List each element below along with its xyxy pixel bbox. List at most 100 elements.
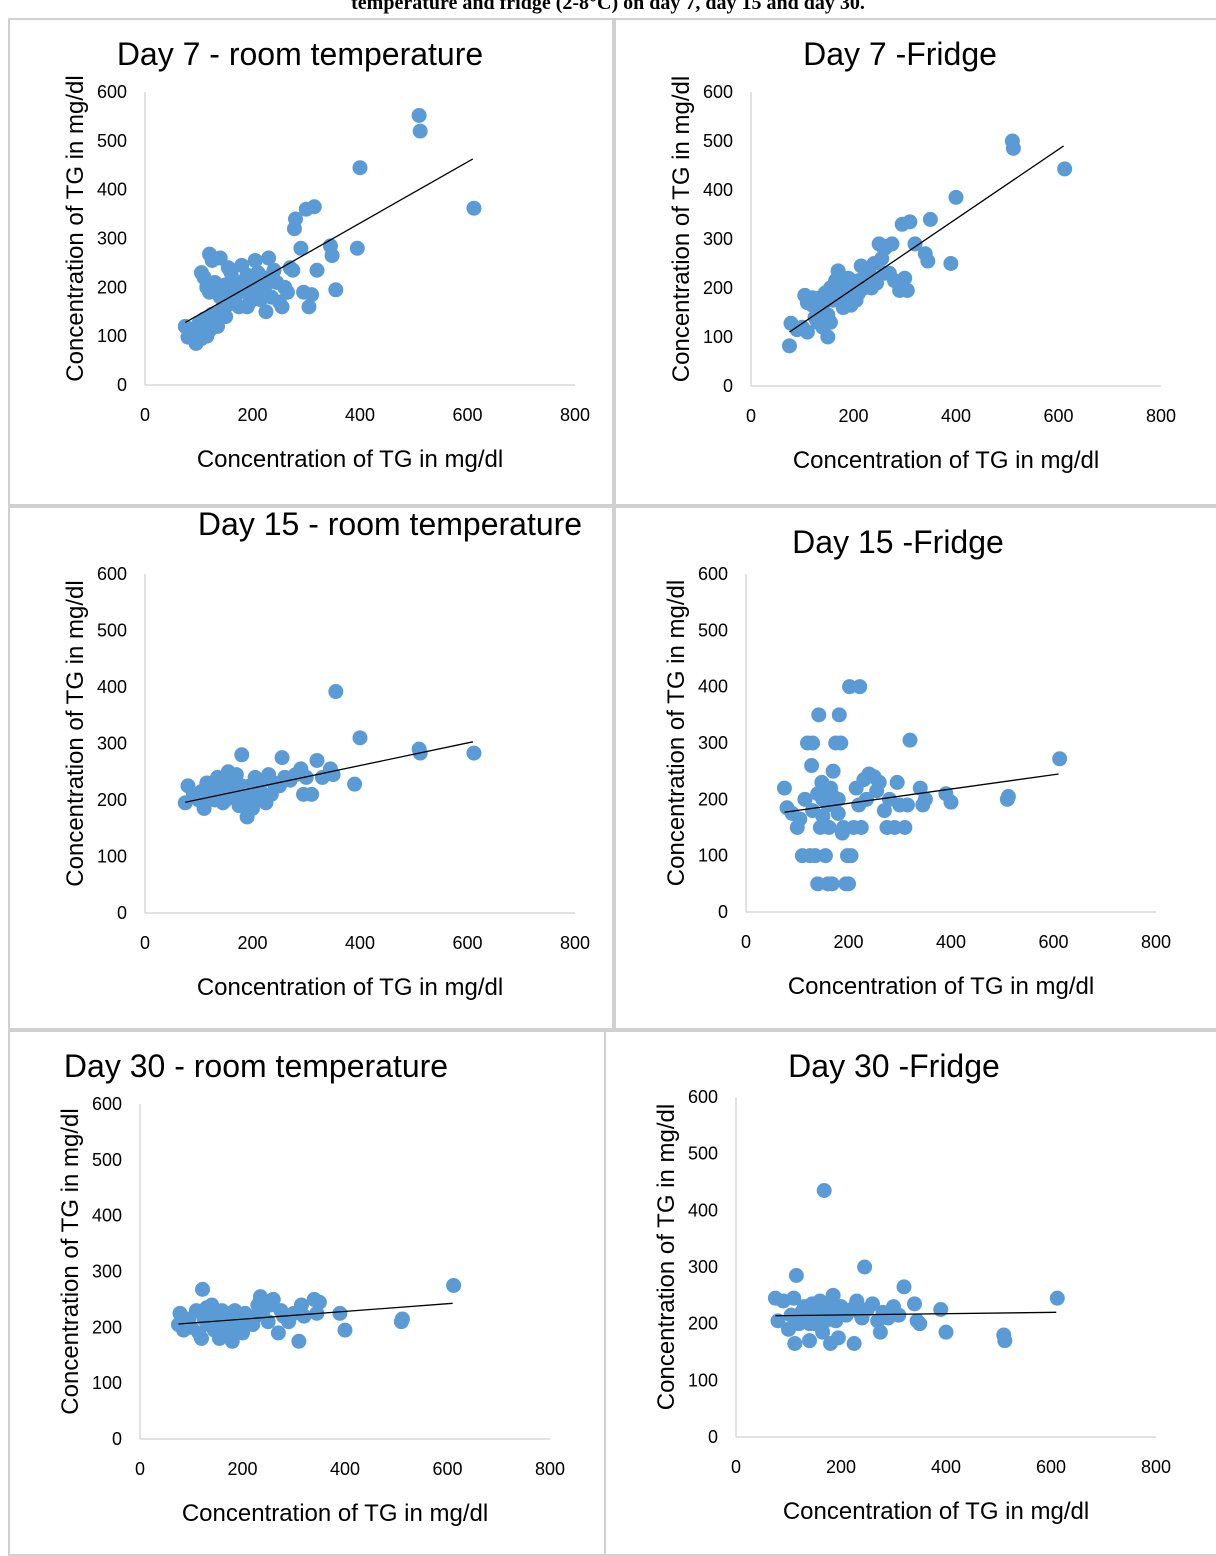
data-point — [328, 684, 344, 700]
data-point — [948, 189, 964, 205]
y-tick-label: 0 — [708, 1427, 718, 1447]
data-point — [1005, 140, 1021, 156]
y-tick-label: 0 — [117, 903, 127, 923]
y-tick-label: 300 — [698, 733, 728, 753]
y-tick-label: 300 — [688, 1257, 718, 1277]
y-tick-label: 200 — [97, 790, 127, 810]
y-tick-label: 200 — [97, 277, 127, 297]
data-point — [349, 240, 365, 256]
data-point — [840, 295, 856, 311]
data-point — [830, 791, 846, 807]
data-point — [304, 287, 320, 303]
y-tick-label: 600 — [703, 82, 733, 102]
x-tick-label: 400 — [345, 405, 375, 425]
data-point — [776, 780, 792, 796]
data-point — [912, 1316, 928, 1332]
y-tick-label: 400 — [97, 677, 127, 697]
data-point — [212, 778, 228, 794]
data-point — [786, 1290, 802, 1306]
data-point — [231, 299, 247, 315]
data-point — [846, 1336, 862, 1351]
data-point — [301, 299, 317, 315]
data-point — [229, 1305, 245, 1321]
data-point — [1000, 789, 1016, 805]
data-point — [288, 211, 303, 227]
data-point — [871, 774, 887, 790]
data-point — [865, 1296, 880, 1312]
data-point — [787, 1336, 803, 1351]
trendline — [789, 145, 1064, 333]
y-tick-label: 200 — [703, 278, 733, 298]
data-point — [896, 1279, 912, 1295]
data-point — [943, 256, 959, 271]
data-point — [306, 199, 322, 215]
data-point — [852, 679, 868, 695]
data-point — [274, 750, 290, 766]
x-tick-label: 600 — [1038, 932, 1068, 952]
data-point — [1052, 751, 1068, 767]
y-tick-label: 600 — [92, 1094, 122, 1114]
chart-title: Day 15 - room temperature — [198, 508, 582, 542]
data-point — [293, 240, 309, 256]
data-point — [296, 1308, 312, 1324]
y-tick-label: 100 — [97, 326, 127, 346]
chart-title: Day 15 -Fridge — [792, 524, 1004, 560]
y-axis-label: Concentration of TG in mg/dl — [668, 76, 695, 382]
x-tick-label: 800 — [560, 933, 590, 953]
data-point — [884, 236, 900, 252]
data-point — [792, 811, 808, 827]
x-tick-label: 600 — [1043, 406, 1073, 426]
y-tick-label: 100 — [688, 1370, 718, 1390]
data-point — [218, 792, 234, 808]
data-point — [907, 236, 923, 252]
data-point — [816, 1183, 832, 1198]
data-point — [788, 1268, 804, 1283]
y-tick-label: 200 — [688, 1314, 718, 1334]
data-point — [830, 1330, 846, 1346]
data-point — [394, 1311, 410, 1327]
x-tick-label: 200 — [838, 406, 868, 426]
x-tick-label: 0 — [140, 405, 150, 425]
x-tick-label: 600 — [432, 1459, 462, 1479]
y-tick-label: 500 — [688, 1144, 718, 1164]
data-point — [270, 1325, 286, 1341]
y-tick-label: 500 — [703, 131, 733, 151]
x-tick-label: 800 — [535, 1459, 565, 1479]
data-point — [309, 752, 325, 768]
y-tick-label: 300 — [703, 229, 733, 249]
chart-day7-room: Day 7 - room temperature 0 100 200 300 400 500… — [62, 36, 590, 473]
y-tick-label: 600 — [97, 82, 127, 102]
data-point — [830, 805, 846, 821]
x-axis-label: Concentration of TG in mg/dl — [788, 973, 1094, 1000]
x-tick-label: 200 — [833, 932, 863, 952]
chart-title: Day 30 - room temperature — [64, 1048, 448, 1084]
data-point — [824, 876, 840, 892]
chart-title: Day 30 -Fridge — [788, 1048, 1000, 1084]
y-tick-label: 400 — [703, 180, 733, 200]
x-tick-label: 800 — [1146, 406, 1176, 426]
data-point — [328, 282, 344, 298]
chart-panel-day15-room: Day 15 - room temperature 0 100 200 300 400 50… — [8, 506, 614, 1030]
data-point — [291, 1333, 307, 1349]
data-point — [907, 1296, 922, 1312]
data-point — [997, 1333, 1013, 1349]
data-point — [833, 735, 849, 751]
data-point — [843, 848, 859, 864]
data-point — [247, 252, 263, 268]
data-point — [218, 309, 234, 325]
chart-panel-day7-fridge: Day 7 -Fridge 0 100 200 300 400 500 600 0 200 400 6… — [614, 18, 1216, 506]
data-point — [466, 745, 482, 761]
chart-day30-room: Day 30 - room temperature 0 100 200 300 400 50… — [57, 1048, 565, 1527]
data-point — [352, 730, 368, 746]
chart-panel-day7-room: Day 7 - room temperature 0 100 200 300 400 500… — [8, 18, 614, 506]
chart-title: Day 7 - room temperature — [117, 36, 483, 72]
y-tick-label: 600 — [97, 564, 127, 584]
data-point — [825, 763, 841, 779]
data-point — [411, 107, 427, 123]
data-point — [922, 211, 938, 227]
data-point — [820, 329, 836, 345]
data-point — [912, 780, 928, 796]
x-tick-label: 200 — [227, 1459, 257, 1479]
trendline — [185, 741, 474, 803]
y-tick-label: 600 — [688, 1087, 718, 1107]
